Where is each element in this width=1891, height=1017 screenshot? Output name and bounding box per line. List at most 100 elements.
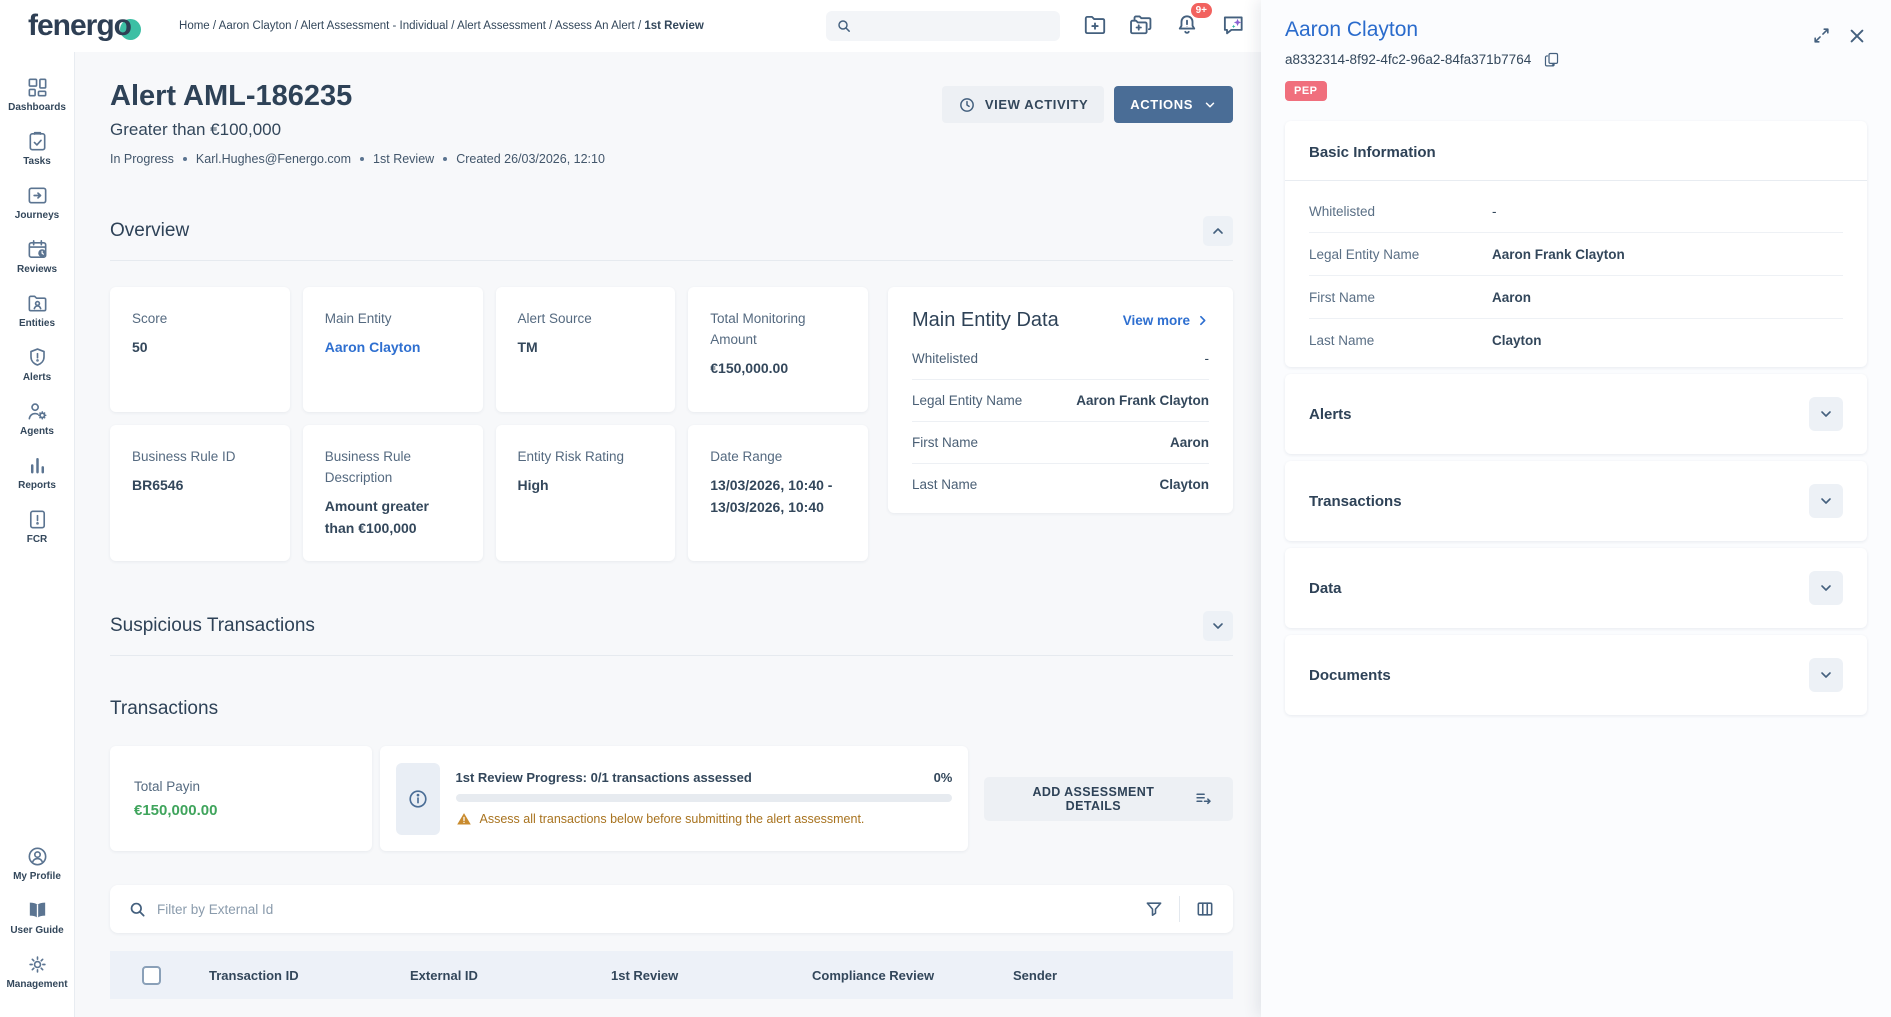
- entity-detail-panel: Aaron Clayton a8332314-8f92-4fc2-96a2-84…: [1261, 0, 1891, 1017]
- chevron-down-icon: [1821, 672, 1831, 678]
- entity-data-row: Last Name Clayton: [912, 477, 1209, 492]
- clock-icon: [960, 97, 974, 112]
- column-header-transaction-id[interactable]: Transaction ID: [209, 967, 299, 983]
- sidebar-item-fcr[interactable]: FCR: [0, 508, 74, 545]
- entities-icon: [28, 295, 46, 312]
- basic-info-row: Last Name Clayton: [1309, 332, 1542, 348]
- assessment-warning: Assess all transactions below before sub…: [456, 811, 953, 827]
- sidebar-item-agents[interactable]: Agents: [0, 400, 74, 437]
- sidebar-item-reports[interactable]: Reports: [0, 454, 74, 491]
- sidebar-item-my-profile[interactable]: My Profile: [0, 845, 74, 882]
- suspicious-expand-button[interactable]: [1203, 611, 1233, 642]
- main-entity-link[interactable]: Aaron Clayton: [324, 338, 421, 355]
- transactions-section: Transactions Total Payin €150,000.00: [110, 698, 1233, 1000]
- suspicious-transactions-title: Suspicious Transactions: [110, 615, 315, 637]
- view-activity-button[interactable]: VIEW ACTIVITY: [941, 86, 1105, 123]
- alert-created: Created 26/03/2026, 12:10: [456, 152, 605, 166]
- sidebar-item-dashboards[interactable]: Dashboards: [0, 76, 74, 113]
- topbar: fenergo Home / Aaron Clayton / Alert Ass…: [0, 0, 1261, 52]
- filter-funnel-icon[interactable]: [1144, 899, 1164, 919]
- sidebar-item-reviews[interactable]: Reviews: [0, 238, 74, 275]
- column-header-1st-review[interactable]: 1st Review: [611, 967, 679, 983]
- alerts-expand-button[interactable]: [1809, 397, 1843, 431]
- filter-external-id-input[interactable]: [157, 901, 1144, 917]
- notifications-bell-icon[interactable]: 9+: [1174, 3, 1212, 38]
- basic-info-row: First Name Aaron: [1309, 276, 1843, 319]
- overview-stat-grid: Score 50 Main Entity Aaron Clayton Alert…: [110, 287, 868, 562]
- meta-separator-dot: [182, 157, 187, 161]
- copy-icon[interactable]: [1543, 51, 1560, 68]
- view-more-link[interactable]: View more: [1123, 313, 1209, 328]
- chevron-down-icon: [1821, 498, 1831, 504]
- chevron-down-icon: [1213, 623, 1223, 630]
- sidebar-item-tasks[interactable]: Tasks: [0, 130, 74, 167]
- documents-expand-button[interactable]: [1809, 658, 1843, 692]
- add-assessment-details-button[interactable]: ADD ASSESSMENT DETAILS: [984, 776, 1233, 821]
- basic-info-row: Legal Entity Name Aaron Frank Clayton: [1309, 233, 1843, 276]
- panel-section-alerts[interactable]: Alerts: [1285, 374, 1867, 454]
- alerts-shield-icon: [29, 348, 45, 366]
- total-payin-card: Total Payin €150,000.00: [110, 746, 372, 852]
- column-header-sender[interactable]: Sender: [1013, 967, 1058, 983]
- header-actions: VIEW ACTIVITY ACTIONS: [941, 86, 1233, 166]
- section-divider: [110, 260, 1233, 261]
- breadcrumb-path[interactable]: Home / Aaron Clayton / Alert Assessment …: [179, 20, 642, 32]
- dashboards-icon: [28, 78, 46, 97]
- sidebar-item-journeys[interactable]: Journeys: [0, 184, 74, 221]
- sidebar-item-entities[interactable]: Entities: [0, 292, 74, 329]
- entity-name-link[interactable]: Aaron Clayton: [1285, 18, 1419, 41]
- main-content: Alert AML-186235 Greater than €100,000 I…: [75, 52, 1261, 1017]
- select-all-checkbox[interactable]: [142, 965, 161, 985]
- chevron-up-icon: [1213, 228, 1223, 234]
- section-divider: [110, 655, 1233, 657]
- column-header-external-id[interactable]: External ID: [410, 967, 478, 983]
- column-header-compliance-review[interactable]: Compliance Review: [812, 967, 935, 983]
- vertical-separator: [1179, 896, 1180, 923]
- chevron-right-icon: [1200, 315, 1206, 326]
- card-divider: [1285, 180, 1867, 181]
- chevron-down-icon: [1821, 411, 1831, 417]
- alert-header: Alert AML-186235 Greater than €100,000 I…: [110, 80, 1233, 166]
- actions-button[interactable]: ACTIONS: [1114, 86, 1233, 123]
- my-profile-icon: [28, 847, 46, 866]
- user-guide-icon: [29, 902, 45, 918]
- columns-icon[interactable]: [1195, 899, 1215, 919]
- sidebar-item-management[interactable]: Management: [0, 953, 74, 990]
- alert-status: In Progress: [110, 152, 174, 166]
- overview-title: Overview: [110, 220, 190, 241]
- stat-card-score: Score 50: [110, 287, 290, 412]
- new-folder-icon[interactable]: [1082, 12, 1108, 38]
- basic-info-row: Whitelisted -: [1309, 190, 1843, 233]
- fenergo-logo[interactable]: fenergo: [28, 9, 142, 43]
- sidebar-item-user-guide[interactable]: User Guide: [0, 899, 74, 936]
- fenergo-logo-dot: [120, 18, 142, 40]
- global-search[interactable]: [826, 11, 1060, 41]
- data-expand-button[interactable]: [1809, 571, 1843, 605]
- panel-section-transactions[interactable]: Transactions: [1285, 461, 1867, 541]
- transactions-expand-button[interactable]: [1809, 484, 1843, 518]
- ai-chat-icon[interactable]: [1220, 12, 1246, 38]
- notification-count-badge: 9+: [1190, 3, 1212, 18]
- main-entity-data-panel: Main Entity Data View more Whitelisted -: [888, 287, 1233, 513]
- breadcrumb[interactable]: Home / Aaron Clayton / Alert Assessment …: [179, 20, 704, 32]
- stat-card-main-entity: Main Entity Aaron Clayton: [302, 287, 483, 412]
- info-chip: [395, 762, 440, 835]
- info-icon: [408, 790, 427, 808]
- suspicious-transactions-section: Suspicious Transactions: [110, 611, 1233, 657]
- alert-subtitle: Greater than €100,000: [110, 120, 282, 139]
- expand-panel-icon[interactable]: [1812, 26, 1831, 46]
- alert-stage: 1st Review: [373, 152, 435, 166]
- sidebar-item-alerts[interactable]: Alerts: [0, 346, 74, 383]
- entity-data-row: Whitelisted -: [912, 338, 1209, 380]
- chevron-down-icon: [1821, 585, 1831, 591]
- panel-section-documents[interactable]: Documents: [1285, 635, 1867, 715]
- global-search-input[interactable]: [859, 18, 1050, 34]
- panel-section-data[interactable]: Data: [1285, 548, 1867, 628]
- new-case-folders-icon[interactable]: [1128, 12, 1154, 38]
- journeys-icon: [28, 187, 46, 204]
- overview-collapse-button[interactable]: [1203, 216, 1233, 246]
- topbar-icons: 9+: [1082, 3, 1246, 38]
- close-panel-icon[interactable]: [1847, 26, 1867, 46]
- transactions-filter-bar: [110, 885, 1233, 934]
